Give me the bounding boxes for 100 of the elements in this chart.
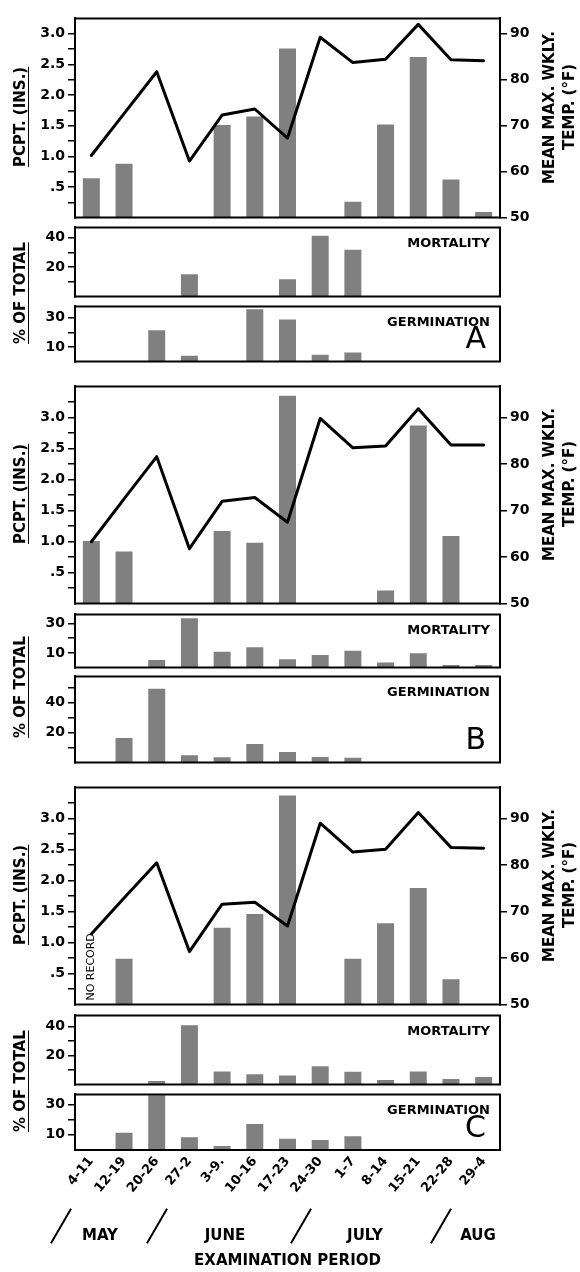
y-tick-label: 30	[45, 1094, 66, 1111]
bar	[344, 1071, 362, 1085]
y2-tick-label: 50	[510, 208, 530, 225]
bar	[246, 914, 264, 1005]
bar	[82, 540, 100, 604]
bar	[115, 1132, 133, 1150]
bar	[311, 655, 329, 668]
y-tick-label: 3.0	[40, 408, 66, 425]
bar	[311, 1066, 329, 1085]
bar	[246, 542, 264, 604]
bar	[344, 201, 362, 218]
bar	[115, 551, 133, 604]
bar	[344, 650, 362, 668]
bar	[409, 425, 427, 604]
text: MAY	[82, 1225, 120, 1244]
y-tick-label: 2.5	[40, 840, 65, 857]
bar	[115, 958, 133, 1005]
x-tick-label: 1-7	[331, 1153, 358, 1182]
bar	[213, 757, 231, 763]
annotation: NO RECORD	[83, 933, 97, 1001]
bar	[180, 755, 198, 763]
y-tick-label: 3.0	[40, 809, 66, 826]
bar	[180, 1025, 198, 1085]
bar	[442, 979, 460, 1005]
y-tick-label: 40	[45, 1016, 66, 1033]
y-tick-label: 40	[45, 693, 66, 710]
bar	[442, 1079, 460, 1085]
y-tick-label: .5	[49, 177, 65, 194]
y-tick-label: 2.5	[40, 439, 65, 456]
text: JUNE	[203, 1225, 246, 1244]
bar	[344, 1136, 362, 1150]
bar	[344, 249, 362, 297]
bar	[442, 179, 460, 218]
y-tick-label: 30	[45, 614, 66, 631]
y-tick-label: .5	[49, 563, 65, 580]
y2-axis-title: MEAN MAX. WKLY. TEMP. (°F)	[539, 807, 579, 964]
bar	[475, 212, 493, 218]
bar	[115, 163, 133, 218]
bar	[409, 653, 427, 668]
bar	[279, 48, 296, 218]
y2-axis-title: MEAN MAX. WKLY. TEMP. (°F)	[539, 29, 579, 186]
y2-tick-label: 90	[510, 809, 530, 826]
bar	[409, 887, 427, 1005]
y-tick-label: 1.5	[40, 116, 65, 133]
y2-tick-label: 60	[510, 948, 530, 965]
y2-axis-title: MEAN MAX. WKLY. TEMP. (°F)	[539, 406, 579, 563]
text: MORTALITY	[407, 1023, 491, 1039]
bar	[148, 688, 166, 763]
bar	[377, 923, 395, 1005]
bar	[246, 1074, 264, 1085]
bar	[246, 309, 264, 362]
y-tick-label: 2.0	[40, 871, 66, 888]
y-tick-label: 1.5	[40, 501, 65, 518]
bar	[442, 535, 460, 604]
y2-tick-label: 60	[510, 547, 530, 564]
y-tick-label: 20	[45, 257, 66, 274]
y-tick-label: 2.5	[40, 55, 65, 72]
bar	[279, 395, 296, 604]
y-tick-label: 20	[45, 723, 66, 740]
y2-tick-label: 80	[510, 70, 530, 87]
y2-tick-label: 80	[510, 454, 530, 471]
bar	[180, 274, 198, 297]
y2-tick-label: 80	[510, 855, 530, 872]
bar	[213, 530, 231, 604]
y-axis-title: % OF TOTAL	[10, 1029, 30, 1134]
bar	[246, 116, 264, 218]
bar	[377, 124, 395, 218]
bar	[279, 319, 296, 362]
bar	[180, 1137, 198, 1150]
text: AUG	[460, 1225, 496, 1244]
y-tick-label: 1.0	[40, 532, 66, 549]
x-axis-title: EXAMINATION PERIOD	[194, 1250, 381, 1269]
y-tick-label: 10	[45, 1125, 66, 1142]
bar	[115, 737, 133, 763]
y2-tick-label: 70	[510, 116, 530, 133]
bar	[475, 1077, 493, 1085]
y2-tick-label: 60	[510, 162, 530, 179]
y-tick-label: 30	[45, 308, 66, 325]
y-tick-label: 10	[45, 337, 66, 354]
y2-tick-label: 50	[510, 995, 530, 1012]
y-axis-title: PCPT. (INS.)	[10, 843, 30, 948]
bar	[148, 660, 166, 668]
bar	[213, 927, 231, 1005]
y-tick-label: 2.0	[40, 470, 66, 487]
y-tick-label: 2.0	[40, 85, 66, 102]
bar	[279, 795, 296, 1005]
text: MORTALITY	[407, 235, 491, 251]
y2-tick-label: 90	[510, 24, 530, 41]
y2-tick-label: 50	[510, 594, 530, 611]
bar	[409, 1071, 427, 1085]
bar	[82, 178, 100, 218]
text: MORTALITY	[407, 622, 491, 638]
bar	[213, 125, 231, 218]
bar	[377, 590, 395, 604]
y-tick-label: 20	[45, 1046, 66, 1063]
y-tick-label: 40	[45, 228, 66, 245]
y-axis-title: % OF TOTAL	[10, 635, 30, 741]
y2-tick-label: 70	[510, 902, 530, 919]
bar	[246, 647, 264, 668]
y-axis-title: % OF TOTAL	[10, 241, 30, 347]
